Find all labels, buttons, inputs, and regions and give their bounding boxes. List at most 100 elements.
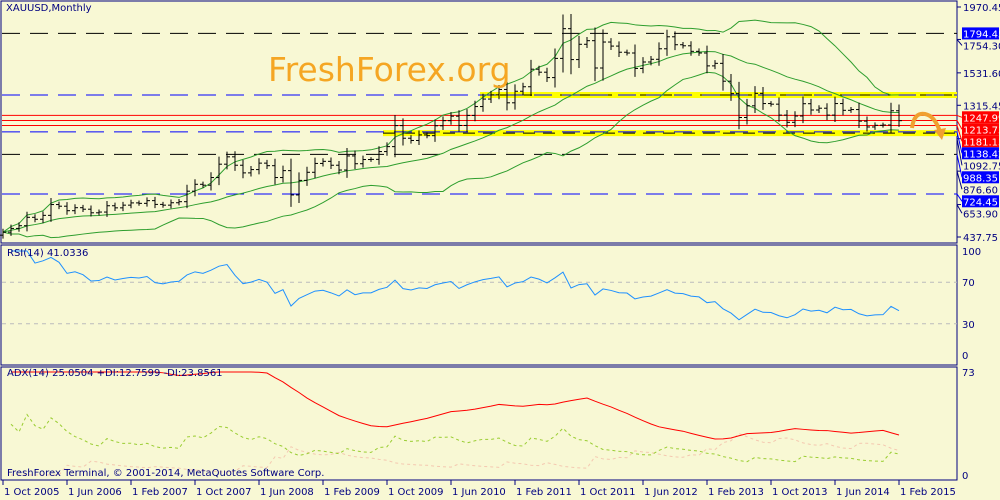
ohlc-bar xyxy=(56,201,62,210)
price-tick-label: 653.90 xyxy=(963,209,998,220)
ohlc-bar xyxy=(224,151,230,170)
chart-title: XAUUSD,Monthly xyxy=(6,3,92,14)
ohlc-bar xyxy=(304,166,310,186)
level-tag: 1794.45 xyxy=(963,29,1000,40)
ohlc-bar xyxy=(248,166,254,177)
time-tick-label: 1 Oct 2011 xyxy=(580,487,635,498)
time-tick-label: 1 Oct 2007 xyxy=(196,487,251,498)
ohlc-bar xyxy=(640,57,646,74)
ohlc-bar xyxy=(464,109,470,132)
ohlc-bar xyxy=(768,101,774,107)
rsi-tick-label: 0 xyxy=(962,351,968,362)
ohlc-bar xyxy=(472,100,478,122)
bb-middle xyxy=(2,50,900,233)
ohlc-bar xyxy=(552,48,558,88)
ohlc-bar xyxy=(568,14,574,75)
arrowhead-icon xyxy=(934,128,946,140)
ohlc-bar xyxy=(104,200,110,217)
price-tick-label: 1092.75 xyxy=(963,161,1000,172)
ohlc-bar xyxy=(40,211,46,224)
level-tag-bg xyxy=(962,27,999,40)
time-tick-label: 1 Jun 2008 xyxy=(260,487,314,498)
label-connector xyxy=(956,193,963,202)
ohlc-bar xyxy=(0,228,6,239)
ohlc-bar xyxy=(288,158,294,207)
minus-di-line xyxy=(11,432,900,476)
ohlc-bar xyxy=(816,105,822,113)
ohlc-bar xyxy=(888,102,894,133)
rsi-pane xyxy=(0,244,958,366)
ohlc-bar xyxy=(88,205,94,217)
adx-line xyxy=(11,371,900,440)
ohlc-bar xyxy=(240,159,246,179)
ohlc-bar xyxy=(8,224,14,236)
forecast-arrow-icon xyxy=(910,111,942,133)
ohlc-bar xyxy=(176,199,182,206)
ohlc-bar xyxy=(808,98,814,115)
ohlc-bar xyxy=(312,157,318,179)
time-tick-label: 1 Feb 2007 xyxy=(132,487,188,498)
ohlc-bar xyxy=(584,36,590,48)
ohlc-bar xyxy=(488,90,494,103)
ohlc-bar xyxy=(864,116,870,132)
ohlc-bar xyxy=(648,55,654,66)
level-tag-bg xyxy=(962,195,999,208)
ohlc-bar xyxy=(48,197,54,222)
ohlc-bar xyxy=(744,98,750,125)
ohlc-bar xyxy=(256,158,262,175)
ohlc-bar xyxy=(160,201,166,208)
time-tick-label: 1 Oct 2005 xyxy=(4,487,59,498)
ohlc-bar xyxy=(688,41,694,56)
plus-di-line xyxy=(10,413,900,463)
ohlc-bar xyxy=(704,45,710,74)
ohlc-bar xyxy=(360,155,366,168)
ohlc-bar xyxy=(672,31,678,51)
ohlc-bar xyxy=(720,53,726,91)
rsi-tick-label: 100 xyxy=(962,247,981,258)
time-tick-label: 1 Jun 2014 xyxy=(836,487,890,498)
ohlc-bar xyxy=(544,67,550,83)
ohlc-bar xyxy=(496,85,502,100)
ohlc-bar xyxy=(600,29,606,81)
label-connector xyxy=(956,131,963,154)
ohlc-bar xyxy=(536,65,542,76)
ohlc-bar xyxy=(24,211,30,232)
label-connector xyxy=(956,39,963,46)
ohlc-bar xyxy=(736,81,742,130)
ohlc-bar xyxy=(392,114,398,158)
rsi-tick-label: 30 xyxy=(962,320,975,331)
ohlc-bar xyxy=(272,158,278,185)
ohlc-bar xyxy=(832,96,838,122)
ohlc-bar xyxy=(400,118,406,146)
ohlc-bar xyxy=(824,103,830,121)
rsi-tick-label: 70 xyxy=(962,278,975,289)
ohlc-bar xyxy=(384,142,390,156)
ohlc-bar xyxy=(96,209,102,216)
ohlc-bar xyxy=(480,93,486,112)
ohlc-bar xyxy=(848,107,854,113)
ohlc-bar xyxy=(560,14,566,73)
red-level-tag-bg xyxy=(962,135,999,148)
ohlc-bar xyxy=(32,214,38,223)
level-tag: 724.45 xyxy=(963,197,998,208)
ohlc-bar xyxy=(64,202,70,215)
ohlc-bar xyxy=(136,200,142,206)
time-tick-label: 1 Feb 2009 xyxy=(324,487,380,498)
ohlc-bar xyxy=(696,48,702,56)
price-pane xyxy=(0,0,958,244)
label-connector xyxy=(956,154,963,178)
label-connector xyxy=(956,204,963,214)
ohlc-bar xyxy=(424,132,430,139)
red-level-tag: 1181.13 xyxy=(963,137,1000,148)
ohlc-bar xyxy=(264,159,270,169)
level-tag-bg xyxy=(962,171,999,184)
time-tick-label: 1 Oct 2013 xyxy=(772,487,827,498)
ohlc-bar xyxy=(712,60,718,70)
label-connector xyxy=(956,114,963,118)
ohlc-bar xyxy=(112,202,118,211)
ohlc-bar xyxy=(592,27,598,82)
label-connector xyxy=(956,120,963,130)
ohlc-bar xyxy=(416,130,422,145)
